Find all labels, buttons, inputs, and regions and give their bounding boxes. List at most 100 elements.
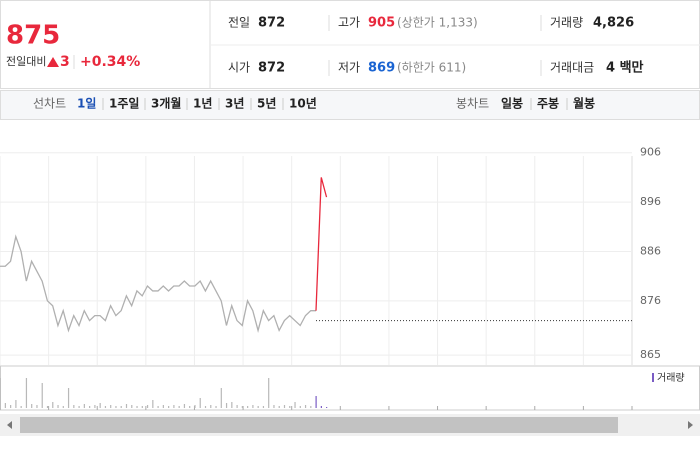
- volume-bar: [136, 406, 138, 408]
- volume-bar: [36, 405, 38, 408]
- candle-tab[interactable]: 일봉: [501, 97, 523, 111]
- legend-swatch: [652, 373, 654, 382]
- change-rate: +0.34%: [80, 54, 140, 70]
- volume-bar: [283, 405, 286, 408]
- volume-bar: [173, 405, 175, 408]
- candle-tab[interactable]: 주봉: [537, 97, 559, 111]
- volume-bar: [73, 405, 75, 408]
- scroll-left[interactable]: [7, 421, 12, 429]
- volume-bar: [125, 404, 128, 408]
- stat-label: 전일: [228, 16, 250, 30]
- y-tick-label: 906: [640, 146, 661, 159]
- volume-bar: [310, 406, 312, 408]
- period-tab[interactable]: 3개월: [151, 96, 181, 111]
- stat-value: 869: [368, 61, 395, 76]
- y-tick-label: 876: [640, 294, 661, 307]
- price-line: [0, 234, 316, 333]
- volume-bar: [83, 404, 85, 408]
- volume-bar: [115, 406, 117, 408]
- volume-bar: [99, 403, 101, 408]
- stat-label: 고가: [338, 16, 360, 30]
- volume-bar: [141, 406, 143, 408]
- volume-bar: [304, 405, 307, 408]
- volume-bar: [94, 405, 96, 408]
- period-tab[interactable]: 1일: [77, 97, 96, 111]
- stat-label: 저가: [338, 61, 360, 75]
- volume-bar: [326, 407, 328, 408]
- volume-bar: [0, 378, 1, 408]
- volume-bar: [204, 406, 207, 408]
- volume-bar: [178, 406, 180, 408]
- stat-value: 905: [368, 16, 395, 31]
- volume-bar: [162, 405, 164, 408]
- volume-bar: [78, 406, 80, 408]
- volume-bar: [268, 378, 270, 408]
- volume-bar: [247, 406, 249, 408]
- volume-bar: [157, 406, 159, 408]
- period-tab[interactable]: 10년: [289, 97, 317, 111]
- stat-value: 4,826: [593, 16, 634, 31]
- volume-bar: [320, 406, 322, 408]
- legend-label: 거래량: [657, 372, 685, 384]
- volume-bar: [294, 402, 296, 408]
- volume-bar: [20, 406, 22, 408]
- period-tab[interactable]: 5년: [257, 97, 276, 111]
- volume-bar: [168, 406, 170, 408]
- volume-bar: [52, 402, 54, 408]
- volume-bar: [257, 406, 259, 408]
- volume-bar: [110, 405, 112, 408]
- volume-bar: [15, 400, 17, 408]
- volume-bar: [236, 405, 238, 408]
- volume-bar: [199, 398, 201, 408]
- volume-bar: [104, 406, 107, 408]
- stat-label: 거래량: [550, 16, 583, 30]
- volume-bar: [315, 396, 317, 408]
- volume-bar: [4, 403, 6, 408]
- volume-bar: [25, 378, 28, 408]
- volume-bar: [225, 403, 228, 408]
- stat-sub: (하한가 611): [397, 61, 466, 75]
- tab-title: 봉차트: [456, 97, 489, 111]
- volume-bar: [131, 405, 133, 408]
- volume-bar: [89, 406, 91, 408]
- change: 3: [60, 54, 70, 70]
- volume-bar: [152, 400, 154, 408]
- volume-bar: [57, 405, 59, 408]
- volume-bar: [194, 405, 196, 408]
- up-icon: [47, 57, 59, 67]
- price-line: [315, 177, 328, 311]
- stat-value: 872: [258, 16, 285, 31]
- scroll-thumb[interactable]: [20, 417, 618, 433]
- y-tick-label: 865: [640, 348, 661, 361]
- volume-bar: [241, 406, 243, 408]
- stat-label: 시가: [228, 61, 250, 75]
- volume-bar: [31, 404, 33, 408]
- volume-bar: [146, 405, 149, 408]
- volume-bar: [278, 406, 280, 408]
- volume-bar: [252, 405, 254, 408]
- volume-bar: [46, 406, 49, 408]
- period-tab[interactable]: 1년: [193, 97, 212, 111]
- stat-sub: (상한가 1,133): [397, 16, 478, 30]
- y-tick-label: 886: [640, 244, 661, 257]
- tab-bar: [0, 90, 700, 120]
- volume-bar: [10, 405, 12, 408]
- scroll-right[interactable]: [688, 421, 693, 429]
- tab-title: 선차트: [33, 97, 66, 111]
- period-tab[interactable]: 3년: [225, 97, 244, 111]
- volume-bar: [62, 406, 64, 408]
- stat-label: 거래대금: [550, 61, 594, 75]
- volume-bar: [41, 383, 43, 408]
- period-tab[interactable]: 1주일: [109, 97, 139, 111]
- change-label: 전일대비: [6, 54, 46, 68]
- volume-box: [0, 365, 700, 411]
- price: 875: [6, 21, 60, 51]
- volume-bar: [289, 406, 291, 408]
- candle-tab[interactable]: 월봉: [573, 96, 595, 111]
- stat-value: 872: [258, 61, 285, 76]
- volume-bar: [210, 405, 212, 408]
- volume-bar: [220, 388, 222, 408]
- volume-bar: [183, 404, 186, 408]
- volume-bar: [67, 388, 70, 408]
